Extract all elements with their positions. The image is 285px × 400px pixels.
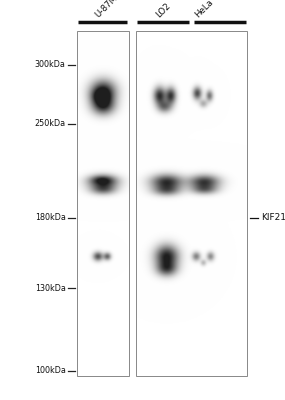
Text: 300kDa: 300kDa (35, 60, 66, 69)
Text: LO2: LO2 (154, 2, 172, 20)
Bar (77, 32, 129, 376)
Bar (77, 32, 129, 376)
Text: HeLa: HeLa (194, 0, 215, 20)
Bar (135, 32, 247, 376)
Text: U-87MG: U-87MG (93, 0, 124, 20)
Text: 250kDa: 250kDa (34, 119, 66, 128)
Text: 180kDa: 180kDa (35, 213, 66, 222)
Text: 100kDa: 100kDa (35, 366, 66, 375)
Text: 130kDa: 130kDa (35, 284, 66, 293)
Bar (135, 32, 247, 376)
Text: KIF21A: KIF21A (261, 213, 285, 222)
